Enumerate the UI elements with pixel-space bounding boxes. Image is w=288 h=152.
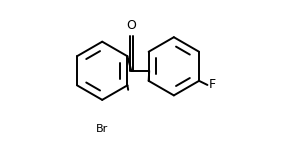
Text: Br: Br xyxy=(96,124,108,135)
Text: O: O xyxy=(126,19,136,32)
Text: F: F xyxy=(209,78,216,92)
